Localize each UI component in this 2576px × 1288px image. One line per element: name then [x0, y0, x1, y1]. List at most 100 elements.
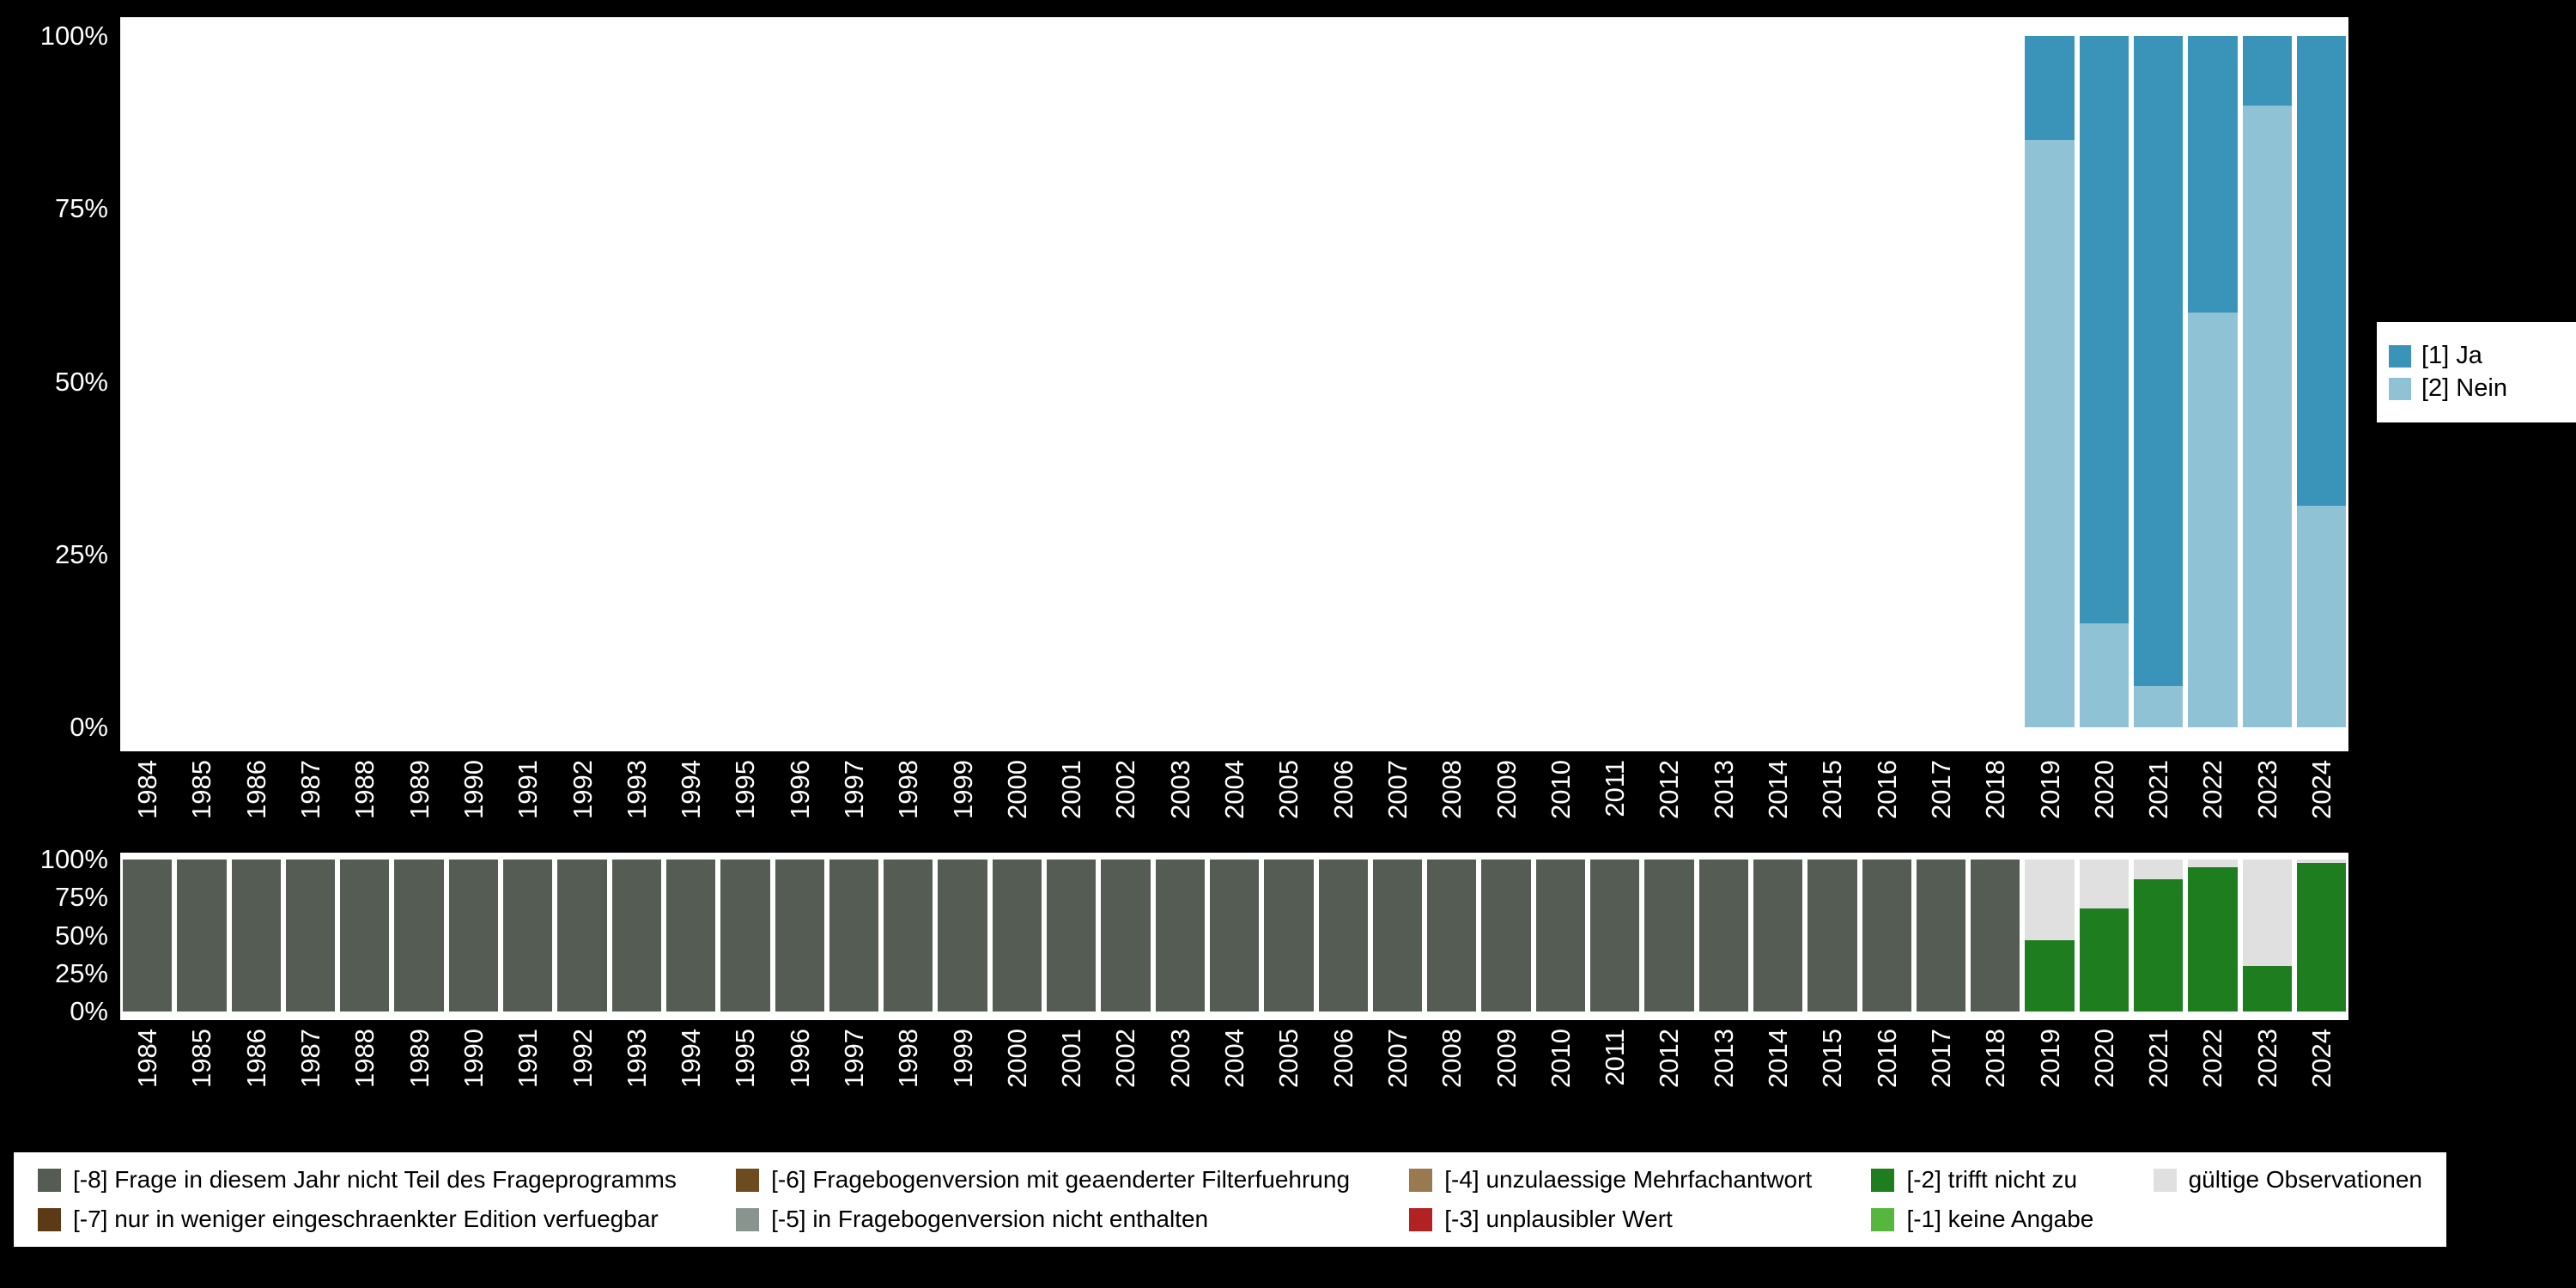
bar-1987 [283, 860, 337, 1012]
x-tick-label-2017: 2017 [1925, 1029, 1956, 1088]
x-tick-label-1988: 1988 [349, 1029, 380, 1088]
bar-segment [665, 860, 716, 1012]
bar-segment [340, 860, 390, 1012]
bar-segment [2133, 860, 2184, 880]
bar-segment [2242, 105, 2292, 727]
x-tick: 2016 [1860, 1020, 1914, 1116]
bar-segment [2242, 36, 2292, 106]
x-tick: 2021 [2131, 751, 2185, 848]
bar-2005 [1261, 36, 1315, 727]
bar-segment [2188, 860, 2238, 867]
legend-label: [-2] trifft nicht zu [1906, 1166, 2078, 1193]
bar-segment [557, 860, 607, 1012]
bar-segment [1427, 860, 1477, 1012]
x-tick: 2003 [1153, 751, 1207, 848]
bar-2020 [2077, 36, 2131, 727]
bar-2024 [2294, 860, 2348, 1012]
x-tick-label-2011: 2011 [1600, 1029, 1631, 1086]
x-tick: 2021 [2131, 1020, 2185, 1116]
bar-2014 [1751, 36, 1805, 727]
bar-2011 [1588, 36, 1642, 727]
x-tick-label-1988: 1988 [349, 760, 380, 819]
bar-1994 [664, 860, 718, 1012]
legend-key-swatch [1409, 1207, 1433, 1231]
x-tick-label-1994: 1994 [676, 1029, 707, 1088]
bar-2015 [1805, 860, 1859, 1012]
missings-chart: 100% 75% 50% 25% 0% 1984 1985 1986 1987 1988 1989… [0, 846, 2576, 1116]
bar-1991 [501, 36, 555, 727]
bar-1995 [718, 36, 772, 727]
x-tick: 2011 [1588, 1020, 1642, 1116]
x-tick-label-1994: 1994 [676, 760, 707, 819]
x-tick-label-2017: 2017 [1925, 760, 1956, 819]
legend-label: [2] Nein [2421, 374, 2507, 402]
missings-y-axis-column: 100% 75% 50% 25% 0% [0, 846, 120, 1024]
x-tick-label-2010: 2010 [1545, 1029, 1576, 1088]
bar-segment [2025, 139, 2075, 727]
x-tick: 2002 [1098, 751, 1152, 848]
answers-x-axis: 1984 1985 1986 1987 1988 1989 1990 1991 1992 1993… [120, 751, 2348, 848]
bar-2008 [1425, 860, 1479, 1012]
legend-item: [-4] unzulaessige Mehrfachantwort [1409, 1166, 1812, 1194]
bar-segment [2079, 36, 2129, 624]
x-tick-label-1986: 1986 [240, 1029, 271, 1088]
x-tick: 2023 [2240, 1020, 2294, 1116]
bar-segment [1807, 860, 1857, 1012]
x-tick: 1986 [229, 1020, 283, 1116]
bar-segment [2079, 908, 2129, 1012]
x-tick: 1988 [337, 751, 392, 848]
x-tick-label-1984: 1984 [132, 760, 163, 819]
x-tick-label-1991: 1991 [513, 760, 544, 819]
x-tick: 2022 [2185, 751, 2239, 848]
x-tick: 1998 [881, 751, 935, 848]
x-tick: 2000 [990, 751, 1044, 848]
x-tick-label-2003: 2003 [1164, 760, 1195, 819]
x-tick: 2008 [1425, 1020, 1479, 1116]
bar-segment [2188, 36, 2238, 313]
x-tick-label-1985: 1985 [186, 760, 217, 819]
bar-1996 [773, 36, 827, 727]
bar-2016 [1860, 36, 1914, 727]
x-tick: 2002 [1098, 1020, 1152, 1116]
x-tick: 1994 [664, 751, 718, 848]
bar-1988 [337, 860, 392, 1012]
bar-1988 [337, 36, 392, 727]
x-tick-label-1993: 1993 [621, 1029, 652, 1088]
bar-segment [2025, 36, 2075, 140]
bar-1986 [229, 860, 283, 1012]
x-tick: 2015 [1805, 1020, 1859, 1116]
x-tick-label-2018: 2018 [1980, 1029, 2011, 1088]
bar-1997 [827, 860, 881, 1012]
legend-key-swatch [2389, 377, 2411, 400]
answers-chart: 100% 75% 50% 25% 0% 1984 1985 1986 1987 1988 1989… [40, 17, 2576, 848]
x-tick: 2013 [1697, 1020, 1751, 1116]
bar-segment [2025, 939, 2075, 1012]
x-tick-label-1989: 1989 [404, 760, 434, 819]
legend-label: gültige Observationen [2188, 1166, 2422, 1193]
bar-segment [231, 860, 281, 1012]
x-tick-label-1999: 1999 [947, 1029, 978, 1088]
x-tick: 1984 [120, 1020, 174, 1116]
bar-segment [2133, 685, 2184, 727]
bar-1989 [392, 36, 446, 727]
x-tick-label-2012: 2012 [1654, 1029, 1685, 1088]
x-tick-label-2003: 2003 [1164, 1029, 1195, 1088]
x-tick-label-1991: 1991 [513, 1029, 544, 1088]
bar-segment [2133, 879, 2184, 1012]
bar-1991 [501, 860, 555, 1012]
x-tick: 1985 [174, 1020, 228, 1116]
x-tick-label-2020: 2020 [2088, 760, 2119, 819]
x-tick-label-2006: 2006 [1327, 760, 1358, 819]
bar-2022 [2185, 36, 2239, 727]
x-tick: 2018 [1968, 1020, 2022, 1116]
legend-key-swatch [1871, 1207, 1895, 1231]
bar-2014 [1751, 860, 1805, 1012]
bar-2002 [1098, 860, 1152, 1012]
bar-1993 [610, 36, 664, 727]
bar-segment [2296, 36, 2347, 507]
x-tick: 1995 [718, 751, 772, 848]
bar-segment [720, 860, 770, 1012]
x-tick: 1987 [283, 751, 337, 848]
x-tick-label-1995: 1995 [730, 760, 761, 819]
x-tick-label-2008: 2008 [1437, 1029, 1467, 1088]
